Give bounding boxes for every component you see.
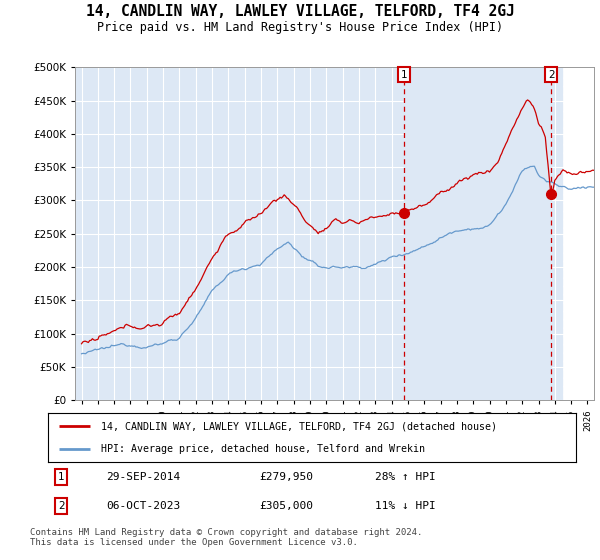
- Text: 1: 1: [401, 70, 407, 80]
- Text: 11% ↓ HPI: 11% ↓ HPI: [376, 501, 436, 511]
- Text: HPI: Average price, detached house, Telford and Wrekin: HPI: Average price, detached house, Telf…: [101, 444, 425, 454]
- Text: 29-SEP-2014: 29-SEP-2014: [106, 472, 181, 482]
- Text: 2: 2: [58, 501, 65, 511]
- Bar: [563, 67, 594, 400]
- Text: 28% ↑ HPI: 28% ↑ HPI: [376, 472, 436, 482]
- Text: 2: 2: [548, 70, 554, 80]
- Text: Contains HM Land Registry data © Crown copyright and database right 2024.
This d: Contains HM Land Registry data © Crown c…: [30, 528, 422, 547]
- Text: £279,950: £279,950: [259, 472, 313, 482]
- Text: 06-OCT-2023: 06-OCT-2023: [106, 501, 181, 511]
- Text: 14, CANDLIN WAY, LAWLEY VILLAGE, TELFORD, TF4 2GJ: 14, CANDLIN WAY, LAWLEY VILLAGE, TELFORD…: [86, 4, 514, 19]
- Text: 14, CANDLIN WAY, LAWLEY VILLAGE, TELFORD, TF4 2GJ (detached house): 14, CANDLIN WAY, LAWLEY VILLAGE, TELFORD…: [101, 421, 497, 431]
- Text: 1: 1: [58, 472, 65, 482]
- Text: £305,000: £305,000: [259, 501, 313, 511]
- Bar: [404, 67, 551, 400]
- Text: Price paid vs. HM Land Registry's House Price Index (HPI): Price paid vs. HM Land Registry's House …: [97, 21, 503, 34]
- Bar: [563, 67, 594, 400]
